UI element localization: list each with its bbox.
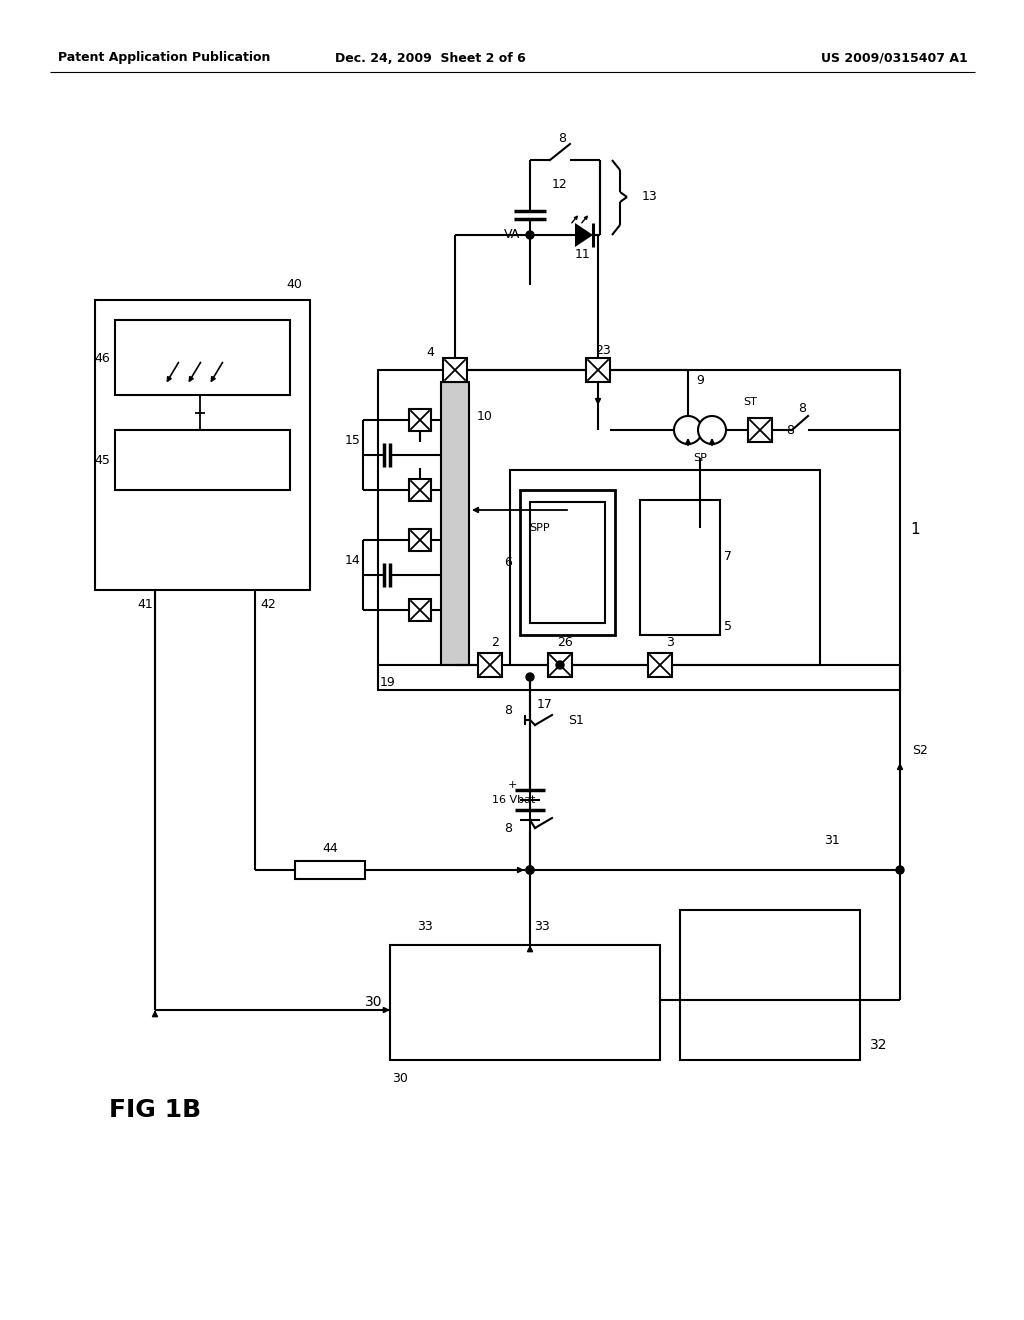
- Text: 8: 8: [504, 821, 512, 834]
- Bar: [680, 909, 860, 1060]
- Bar: [586, 358, 610, 381]
- Text: 32: 32: [870, 1038, 888, 1052]
- Text: 1: 1: [910, 523, 920, 537]
- Bar: [409, 479, 431, 502]
- Bar: [378, 370, 900, 690]
- Text: 40: 40: [286, 277, 302, 290]
- Bar: [409, 529, 431, 550]
- Text: 30: 30: [392, 1072, 408, 1085]
- Circle shape: [526, 866, 534, 874]
- Text: 31: 31: [824, 833, 840, 846]
- Text: 8: 8: [504, 704, 512, 717]
- Bar: [115, 319, 290, 395]
- Text: VA: VA: [504, 228, 520, 242]
- Circle shape: [674, 416, 702, 444]
- Text: 44: 44: [323, 842, 338, 854]
- Text: 8: 8: [786, 424, 794, 437]
- Bar: [295, 861, 365, 879]
- Bar: [441, 381, 469, 665]
- Text: 3: 3: [666, 636, 674, 649]
- Text: 16 Vbat: 16 Vbat: [492, 795, 536, 805]
- Circle shape: [556, 661, 564, 669]
- Bar: [520, 490, 615, 635]
- Text: 13: 13: [642, 190, 657, 203]
- Text: 5: 5: [724, 620, 732, 634]
- Text: 15: 15: [345, 433, 360, 446]
- Text: Dec. 24, 2009  Sheet 2 of 6: Dec. 24, 2009 Sheet 2 of 6: [335, 51, 525, 65]
- Text: SPP: SPP: [529, 523, 550, 533]
- Text: FIG 1B: FIG 1B: [109, 1098, 201, 1122]
- Text: 41: 41: [137, 598, 153, 611]
- Text: 19: 19: [380, 676, 396, 689]
- Text: 8: 8: [558, 132, 566, 144]
- Bar: [409, 599, 431, 620]
- Bar: [390, 945, 660, 1060]
- Text: SP: SP: [693, 453, 707, 463]
- Bar: [748, 418, 772, 442]
- Text: 6: 6: [504, 556, 512, 569]
- Bar: [548, 653, 572, 677]
- Text: 12: 12: [552, 178, 567, 191]
- Text: 26: 26: [557, 636, 572, 649]
- Text: 14: 14: [345, 553, 360, 566]
- Text: 8: 8: [798, 401, 806, 414]
- Text: 30: 30: [365, 995, 382, 1008]
- Circle shape: [526, 673, 534, 681]
- Circle shape: [896, 866, 904, 874]
- Bar: [510, 470, 820, 665]
- Text: 2: 2: [492, 636, 499, 649]
- Text: 42: 42: [260, 598, 275, 611]
- Text: +: +: [507, 780, 517, 789]
- Text: Patent Application Publication: Patent Application Publication: [58, 51, 270, 65]
- Text: 7: 7: [724, 550, 732, 564]
- Bar: [409, 409, 431, 432]
- Bar: [640, 500, 720, 635]
- Text: 23: 23: [595, 343, 611, 356]
- Text: 46: 46: [94, 351, 110, 364]
- Bar: [648, 653, 672, 677]
- Text: 4: 4: [426, 346, 434, 359]
- Text: 33: 33: [535, 920, 550, 933]
- Text: 9: 9: [696, 374, 703, 387]
- Text: 33: 33: [417, 920, 433, 933]
- Polygon shape: [575, 223, 593, 247]
- Circle shape: [526, 866, 534, 874]
- Bar: [95, 300, 310, 590]
- Circle shape: [526, 231, 534, 239]
- Text: 45: 45: [94, 454, 110, 466]
- Bar: [530, 502, 605, 623]
- Text: S2: S2: [912, 743, 928, 756]
- Bar: [115, 430, 290, 490]
- Text: S1: S1: [568, 714, 584, 726]
- Text: ST: ST: [743, 397, 757, 407]
- Text: US 2009/0315407 A1: US 2009/0315407 A1: [821, 51, 968, 65]
- Text: 11: 11: [575, 248, 591, 261]
- Bar: [443, 358, 467, 381]
- Text: 10: 10: [477, 411, 493, 424]
- Bar: [478, 653, 502, 677]
- Text: 17: 17: [537, 698, 553, 711]
- Circle shape: [698, 416, 726, 444]
